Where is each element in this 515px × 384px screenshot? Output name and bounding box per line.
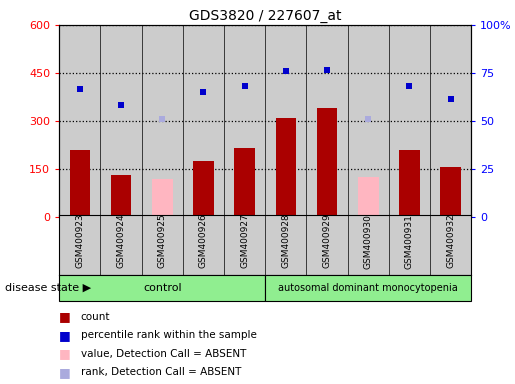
Point [405, 83, 414, 89]
Bar [111, 175, 131, 217]
Text: ■: ■ [59, 366, 71, 379]
Text: autosomal dominant monocytopenia: autosomal dominant monocytopenia [278, 283, 458, 293]
Text: rank, Detection Call = ABSENT: rank, Detection Call = ABSENT [81, 367, 241, 377]
Bar [70, 150, 90, 217]
Title: GDS3820 / 227607_at: GDS3820 / 227607_at [189, 8, 341, 23]
Text: ■: ■ [59, 310, 71, 323]
Bar [59, 275, 265, 301]
Point [323, 67, 331, 73]
Point [282, 68, 290, 74]
Bar [265, 275, 471, 301]
Bar [193, 161, 214, 217]
Point [364, 116, 372, 122]
Bar [234, 148, 255, 217]
Point [447, 96, 455, 102]
Bar [276, 118, 296, 217]
Point [241, 83, 249, 89]
Bar [440, 167, 461, 217]
Point [158, 116, 166, 122]
Text: count: count [81, 312, 110, 322]
Text: ■: ■ [59, 347, 71, 360]
Bar [152, 179, 173, 217]
Bar [358, 177, 379, 217]
Text: control: control [143, 283, 182, 293]
Point [117, 102, 125, 108]
Text: value, Detection Call = ABSENT: value, Detection Call = ABSENT [81, 349, 246, 359]
Point [199, 89, 208, 95]
Text: disease state ▶: disease state ▶ [5, 282, 91, 292]
Text: percentile rank within the sample: percentile rank within the sample [81, 330, 257, 340]
Bar [317, 108, 337, 217]
Text: ■: ■ [59, 329, 71, 342]
Point [76, 86, 84, 92]
Bar [399, 150, 420, 217]
